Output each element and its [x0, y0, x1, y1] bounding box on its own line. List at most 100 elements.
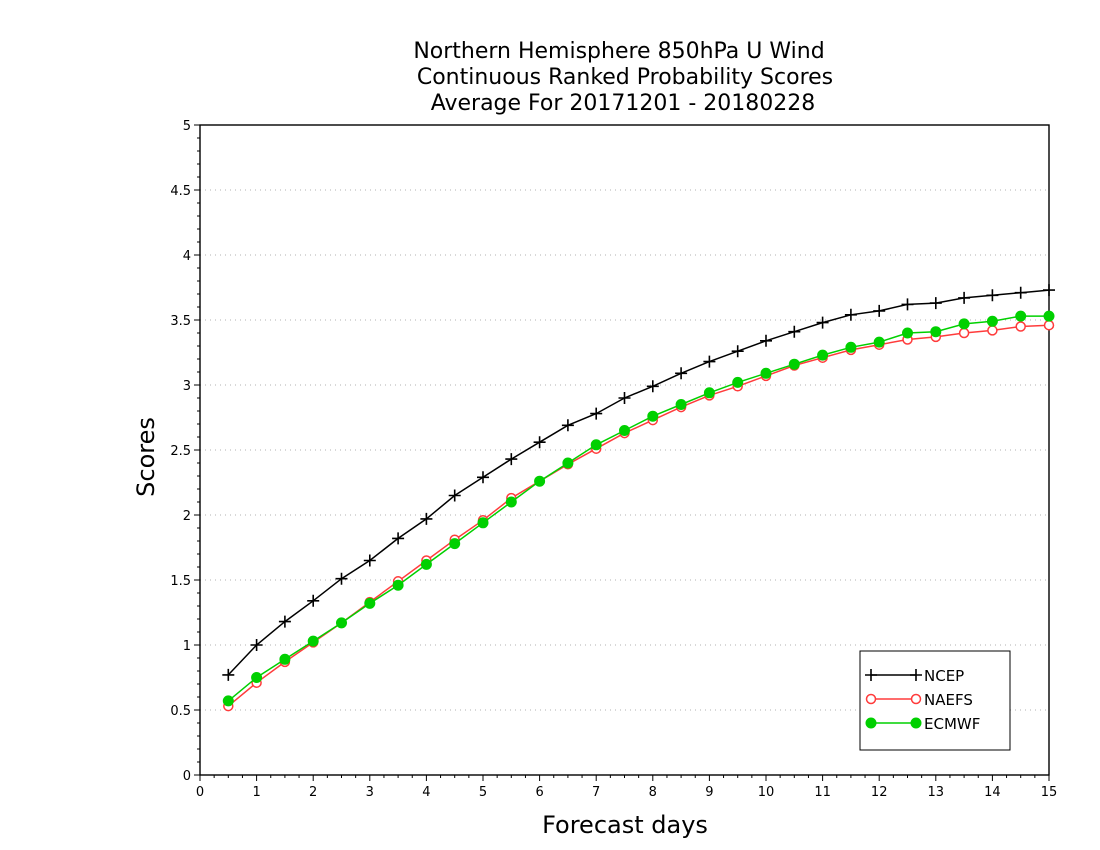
- data-point-ncep: [533, 436, 546, 449]
- series-line-naefs: [227, 324, 1050, 707]
- chart-title-line-2: Continuous Ranked Probability Scores: [417, 65, 833, 90]
- data-point-ecmwf: [930, 326, 942, 338]
- legend-entry-naefs: NAEFS: [865, 691, 973, 709]
- x-axis-label: Forecast days: [542, 811, 708, 839]
- y-tick-label-2: 1: [183, 639, 191, 654]
- x-tick-label-8: 8: [649, 785, 657, 800]
- data-point-naefs: [1043, 319, 1055, 331]
- data-point-ncep: [250, 639, 263, 651]
- legend-marker-ecmwf: [865, 717, 877, 729]
- data-point-naefs: [958, 327, 970, 339]
- legend-entry-ncep: NCEP: [865, 667, 964, 685]
- legend: NCEP NAEFS ECMWF: [859, 650, 1011, 751]
- series: [222, 284, 1055, 712]
- legend-marker-ncep: [865, 669, 877, 681]
- legend-marker-ecmwf: [910, 717, 922, 729]
- x-tick-label-6: 6: [535, 785, 543, 800]
- x-tick-label-0: 0: [196, 785, 204, 800]
- chart-title: Northern Hemisphere 850hPa U Wind Contin…: [413, 39, 833, 116]
- data-point-ncep: [675, 367, 688, 380]
- x-tick-label-10: 10: [758, 785, 775, 800]
- data-point-ncep: [844, 308, 857, 321]
- x-tick-label-4: 4: [422, 785, 430, 800]
- x-tick-label-14: 14: [984, 785, 1001, 800]
- legend-label-naefs: NAEFS: [924, 691, 973, 709]
- legend-marker-naefs: [910, 693, 922, 705]
- x-tick-label-3: 3: [366, 785, 374, 800]
- legend-box: [859, 650, 1011, 751]
- y-tick-label-4: 2: [183, 509, 191, 524]
- data-point-ncep: [278, 615, 291, 628]
- data-point-ecmwf: [1043, 310, 1055, 322]
- series-line-ncep: [227, 289, 1050, 676]
- data-point-ncep: [1014, 286, 1027, 299]
- data-point-ncep: [929, 297, 942, 310]
- y-tick-label-8: 4: [183, 249, 191, 264]
- data-point-ecmwf: [703, 387, 715, 399]
- data-point-ecmwf: [364, 597, 376, 609]
- data-point-ecmwf: [845, 341, 857, 353]
- data-point-ecmwf: [222, 695, 234, 707]
- data-point-ncep: [222, 668, 235, 681]
- data-point-ecmwf: [760, 367, 772, 379]
- data-point-ecmwf: [647, 410, 659, 422]
- y-tick-label-1: 0.5: [170, 704, 191, 719]
- legend-label-ecmwf: ECMWF: [924, 715, 980, 733]
- data-point-ecmwf: [307, 635, 319, 647]
- x-tick-label-5: 5: [479, 785, 487, 800]
- data-point-ncep: [1043, 284, 1055, 297]
- x-tick-label-9: 9: [705, 785, 713, 800]
- x-tick-label-2: 2: [309, 785, 317, 800]
- data-point-ncep: [731, 345, 744, 358]
- y-axis-label: Scores: [132, 417, 160, 497]
- data-point-ncep: [477, 471, 489, 484]
- data-point-ncep: [873, 304, 886, 317]
- data-point-ecmwf: [902, 327, 913, 339]
- data-point-naefs: [987, 325, 998, 336]
- data-point-ncep: [335, 572, 348, 585]
- legend-label-ncep: NCEP: [924, 667, 964, 685]
- x-tick-label-12: 12: [871, 785, 888, 800]
- y-tick-label-10: 5: [183, 119, 191, 134]
- legend-marker-ncep: [910, 669, 922, 681]
- data-point-ecmwf: [449, 538, 461, 550]
- data-point-ncep: [505, 453, 518, 466]
- data-point-ncep: [703, 355, 716, 368]
- y-tick-label-0: 0: [183, 769, 191, 784]
- x-tick-label-1: 1: [252, 785, 260, 800]
- data-point-ncep: [363, 554, 376, 567]
- data-point-ecmwf: [279, 653, 291, 665]
- data-point-ecmwf: [477, 517, 489, 529]
- data-point-ncep: [618, 392, 631, 404]
- data-point-ncep: [561, 419, 574, 432]
- y-tick-label-5: 2.5: [170, 444, 191, 459]
- chart-title-line-1: Northern Hemisphere 850hPa U Wind: [413, 39, 824, 64]
- data-point-ecmwf: [336, 617, 347, 629]
- data-point-ncep: [788, 325, 801, 338]
- data-point-ecmwf: [986, 315, 998, 327]
- chart-title-line-3: Average For 20171201 - 20180228: [431, 91, 816, 116]
- data-point-ecmwf: [732, 376, 744, 388]
- data-point-ncep: [420, 512, 433, 525]
- data-point-ncep: [816, 316, 829, 329]
- data-point-ncep: [958, 291, 971, 304]
- data-point-ncep: [901, 298, 914, 311]
- data-point-naefs: [1015, 321, 1026, 332]
- y-tick-label-3: 1.5: [170, 574, 191, 589]
- series-ncep: [222, 284, 1055, 681]
- y-tick-label-9: 4.5: [170, 184, 191, 199]
- data-point-ncep: [760, 334, 772, 347]
- data-point-ecmwf: [873, 336, 885, 348]
- data-point-ncep: [590, 407, 603, 420]
- data-point-ecmwf: [420, 558, 432, 570]
- x-tick-label-11: 11: [814, 785, 831, 800]
- data-point-ecmwf: [675, 399, 687, 410]
- data-point-ecmwf: [562, 457, 574, 469]
- data-point-ecmwf: [392, 579, 404, 591]
- data-point-ncep: [448, 489, 461, 502]
- y-tick-label-6: 3: [183, 379, 191, 394]
- data-point-ecmwf: [817, 349, 829, 361]
- data-point-ecmwf: [534, 475, 546, 487]
- legend-marker-naefs: [865, 693, 877, 705]
